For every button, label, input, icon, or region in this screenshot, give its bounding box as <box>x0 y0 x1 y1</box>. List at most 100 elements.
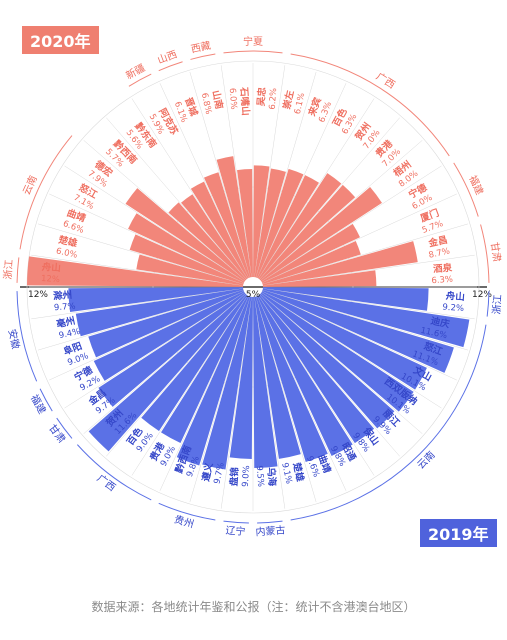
bar-label-group: 厦门5.7% <box>419 207 445 236</box>
bar-2020-百色 <box>257 175 319 279</box>
value-label: 6.3% <box>431 275 453 287</box>
category-label: 楚雄 <box>290 461 306 484</box>
bar-2019-百色 <box>141 294 248 432</box>
bar-2019-西双版纳 <box>260 292 414 412</box>
bar-2019-盘锦 <box>229 296 253 459</box>
province-label: 西藏 <box>190 40 212 56</box>
category-label: 滁州 <box>53 289 73 302</box>
scale-label: 5% <box>246 290 261 300</box>
province-label: 广西 <box>95 472 118 494</box>
bar-label-group: 遵义9.7% <box>200 461 227 485</box>
bar-2020-来宾 <box>255 168 304 278</box>
bar-2020-德宏 <box>125 188 246 282</box>
province-label: 广西 <box>374 70 397 91</box>
bar-label-group: 盘锦 9.0% <box>228 465 253 487</box>
bar-2020-黔东南 <box>181 194 248 280</box>
province-label: 安徽 <box>6 328 23 350</box>
bar-2020-舟山 <box>27 256 244 287</box>
bar-label-group: 来宾6.3% <box>306 95 335 124</box>
value-label: 6.2% <box>268 88 280 110</box>
value-label: 9.7% <box>212 462 226 485</box>
year-badge-2020: 2020年 <box>22 26 99 54</box>
category-label: 舟山 <box>41 261 61 274</box>
value-label: 9.1% <box>279 462 293 485</box>
bar-2019-丽江 <box>259 293 395 429</box>
value-label: 9.5% <box>254 465 266 487</box>
province-label: 浙江 <box>491 294 504 315</box>
bar-2020-楚雄 <box>136 254 244 286</box>
bar-2019-迪庆 <box>262 288 470 348</box>
bar-label-group: 阜阳9.0% <box>62 340 90 368</box>
bar-label-group: 曲靖6.6% <box>61 207 87 236</box>
bar-2020-阿克苏 <box>190 181 249 279</box>
data-source-note: 数据来源：各地统计年鉴和公报（注：统计不含港澳台地区） <box>91 600 416 614</box>
category-label: 亳州 <box>55 315 76 331</box>
value-label: 6.0% <box>55 246 78 260</box>
category-label: 金昌 <box>427 234 449 250</box>
category-label: 遵义 <box>200 461 216 483</box>
bar-2019-滁州 <box>68 287 244 312</box>
value-label: 6.1% <box>293 92 307 115</box>
bar-label-group: 怒江7.1% <box>72 181 100 212</box>
bar-2019-怒江 <box>262 289 454 373</box>
bar-label-group: 山南6.8% <box>199 89 226 115</box>
bar-2020-怒江 <box>128 213 245 283</box>
category-label: 舟山 <box>445 290 465 303</box>
bar-label-group: 金昌8.7% <box>427 234 451 261</box>
grid-layer <box>20 60 487 514</box>
value-label: 9.0% <box>241 465 253 487</box>
bar-2019-阜阳 <box>88 289 244 358</box>
province-label: 甘肃 <box>46 422 68 446</box>
bar-2019-黔西南 <box>176 296 251 466</box>
bar-label-group: 吴忠 6.2% <box>255 86 280 110</box>
value-label: 9.7% <box>54 302 76 314</box>
category-label: 楚雄 <box>56 234 79 250</box>
bar-2020-曲靖 <box>129 234 244 285</box>
bar-2020-宁德 <box>261 223 360 283</box>
bar-2020-山南 <box>216 156 252 278</box>
category-label: 石嘴山 <box>238 86 252 116</box>
bar-label-group: 亳州9.4% <box>55 315 81 342</box>
bar-label-group: 楚雄6.0% <box>55 234 79 261</box>
category-label: 盘锦 <box>228 466 241 486</box>
value-label: 9.2% <box>442 303 464 315</box>
bar-2020-石嘴山 <box>237 169 253 278</box>
province-label: 福建 <box>28 392 49 416</box>
year-badge-2019: 2019年 <box>420 519 497 547</box>
bar-2020-厦门 <box>262 240 361 285</box>
bar-label-group: 贵港9.0% <box>147 440 178 468</box>
bar-label-group: 晋城6.1% <box>172 96 200 124</box>
province-label: 甘肃 <box>488 241 504 263</box>
category-label: 酒泉 <box>433 262 453 275</box>
bar-2019-贵港 <box>161 295 249 443</box>
province-label: 内蒙古 <box>255 523 286 538</box>
category-label: 乌海 <box>265 467 278 487</box>
bar-2020-黔西南 <box>168 202 247 281</box>
bar-2019-舟山 <box>262 287 429 311</box>
scale-label: 12% <box>472 290 492 300</box>
bar-label-group: 乌海9.5% <box>254 465 279 487</box>
province-label: 云南 <box>414 448 437 471</box>
bar-2020-晋城 <box>203 172 251 278</box>
bars-layer <box>27 156 470 470</box>
bar-2019-宁德 <box>93 291 245 381</box>
province-label: 辽宁 <box>225 524 246 538</box>
bar-2020-梧州 <box>260 186 382 282</box>
category-label: 山南 <box>210 89 226 111</box>
bar-label-group: 宁德6.0% <box>407 181 435 212</box>
bar-2019-乌海 <box>253 296 278 468</box>
bar-label-group: 楚雄9.1% <box>279 461 306 485</box>
category-label: 吴忠 <box>255 86 268 106</box>
bar-2019-曲靖 <box>255 296 328 463</box>
bar-2019-文山 <box>261 291 427 390</box>
bar-2020-贺州 <box>258 173 342 280</box>
value-label: 6.0% <box>227 88 239 110</box>
bar-2019-贺州 <box>88 293 247 452</box>
category-label: 崇左 <box>281 89 297 111</box>
bar-2019-昭通 <box>257 295 353 457</box>
value-label: 9.4% <box>58 327 81 341</box>
bar-label-group: 滁州9.7% <box>53 289 76 313</box>
